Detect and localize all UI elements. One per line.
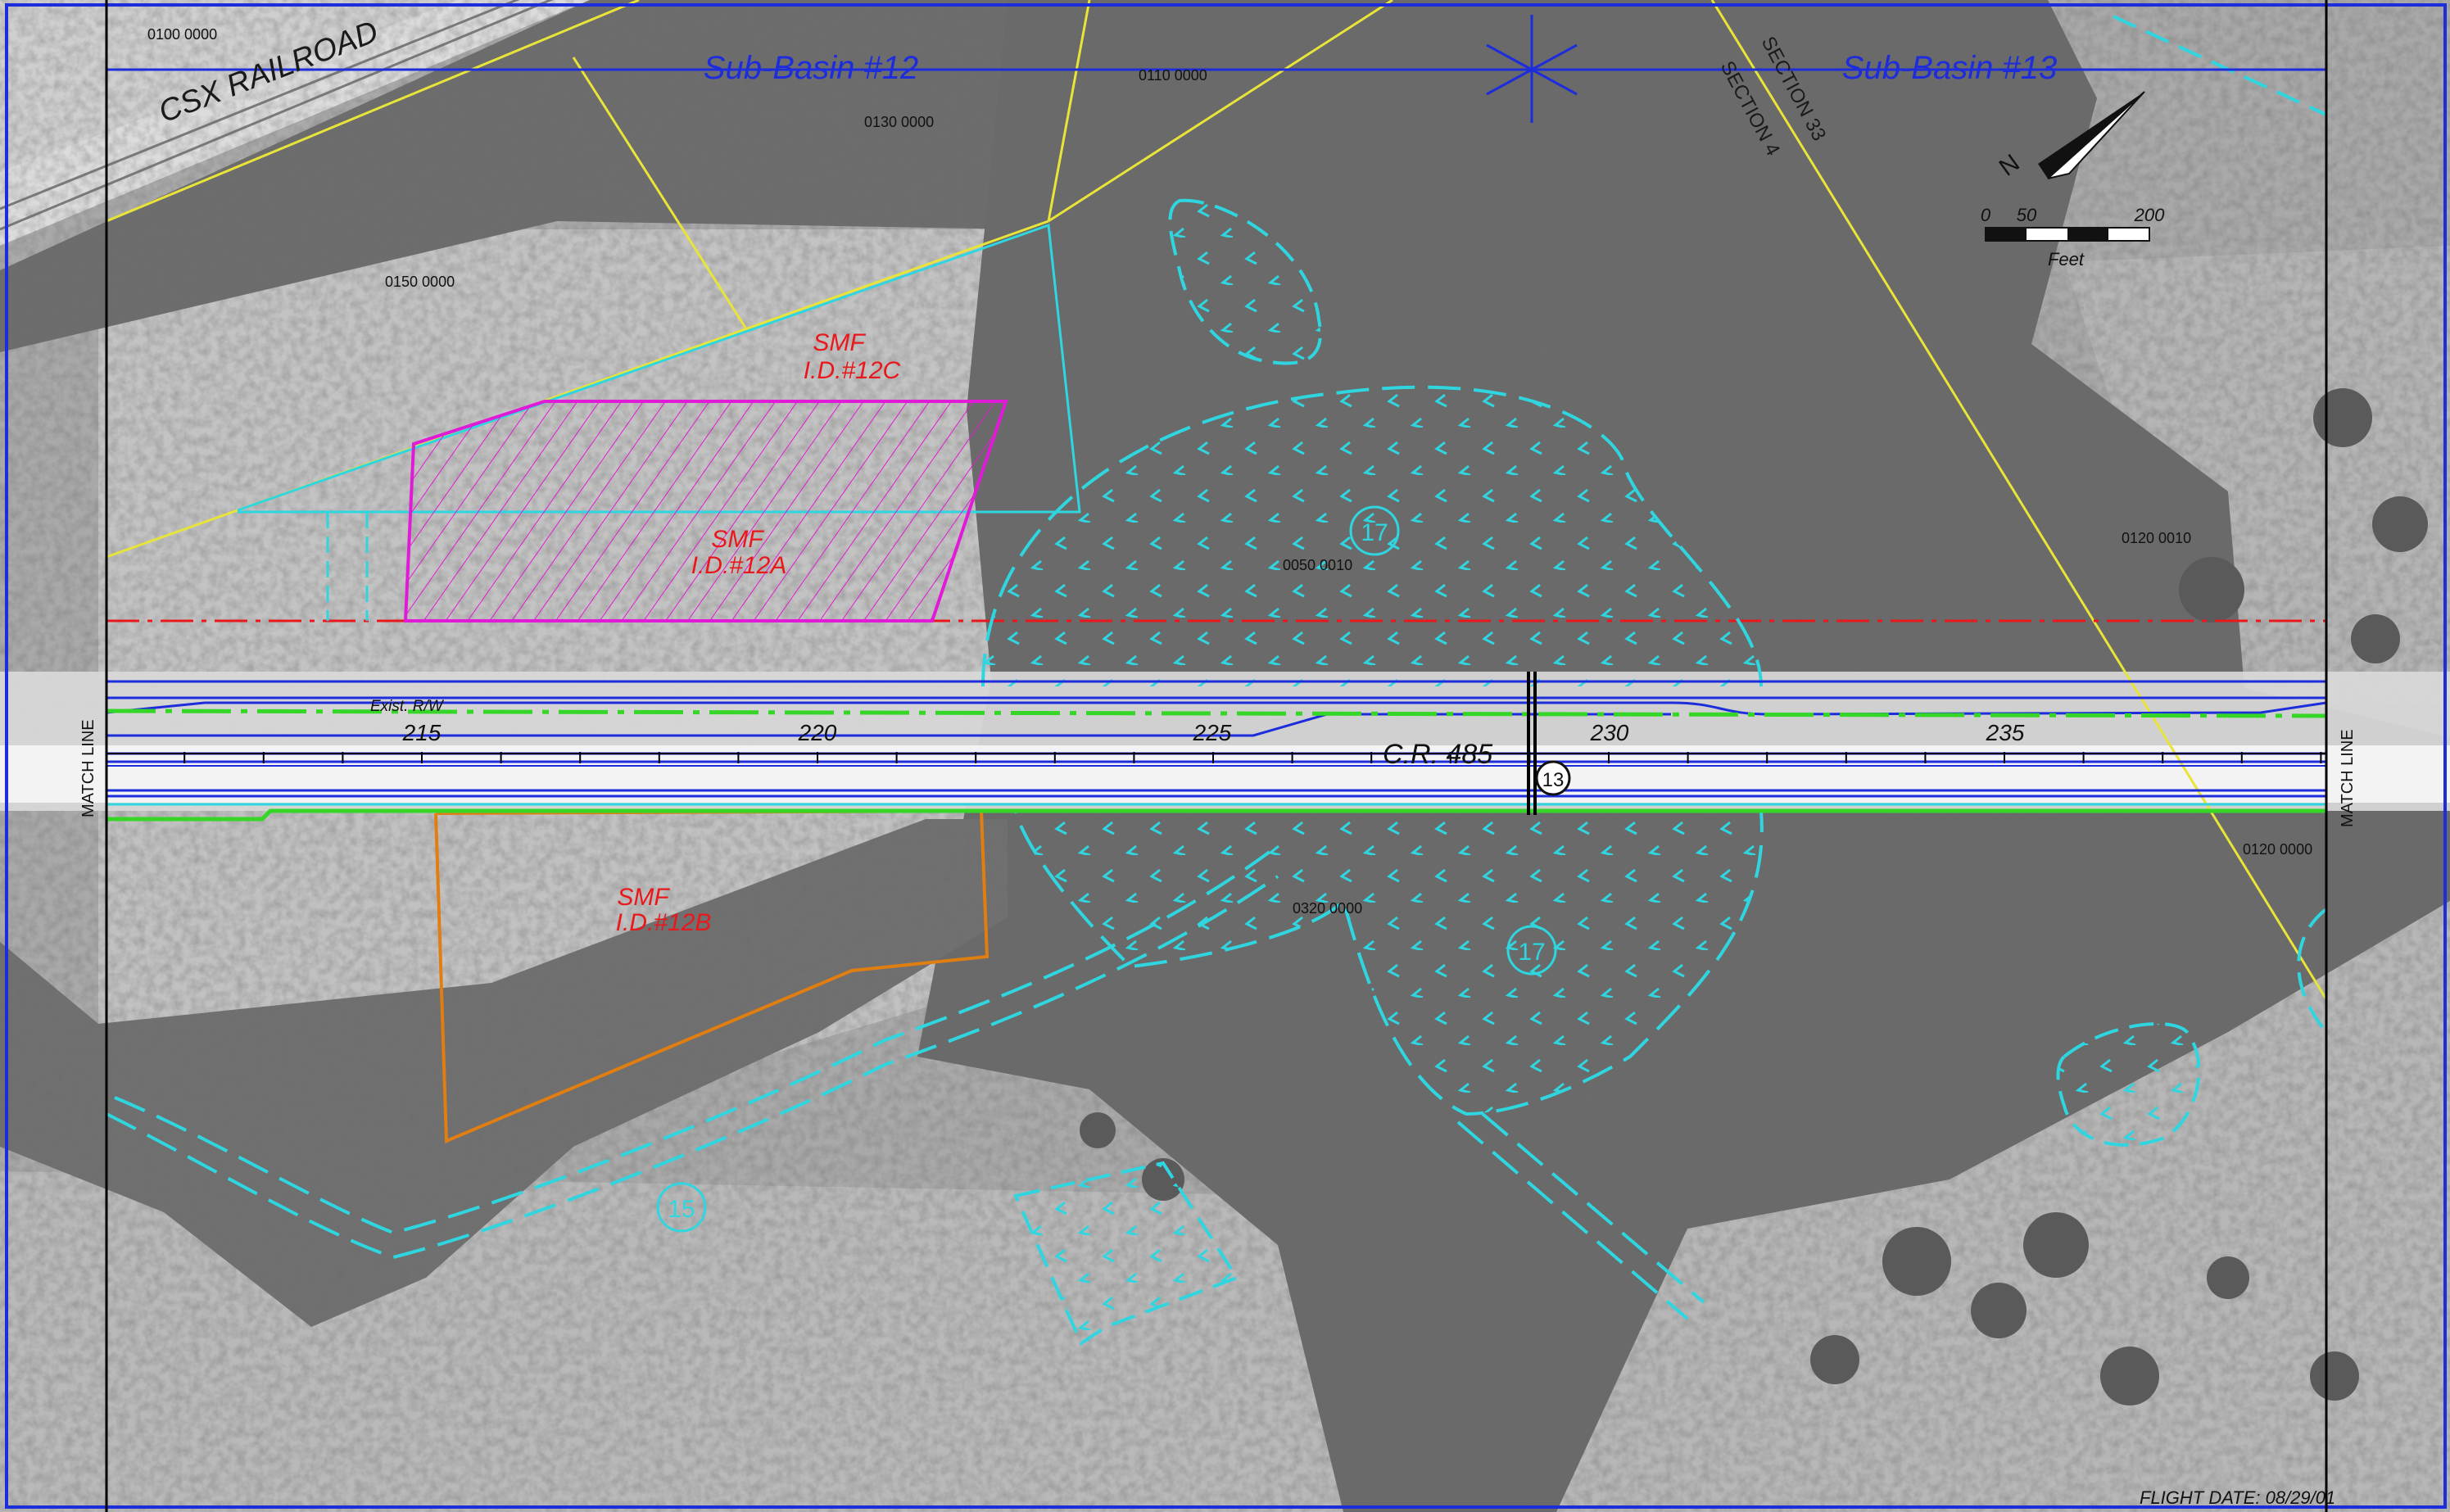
smf-12a-id: I.D.#12A xyxy=(691,552,787,579)
sheet-frame xyxy=(5,3,2447,1509)
scale-tick-200: 200 xyxy=(2134,205,2165,225)
smf-12c-id: I.D.#12C xyxy=(804,357,901,384)
wetland-south xyxy=(1013,809,1764,1116)
scattered-trees xyxy=(1080,388,2428,1406)
marker-13: 13 xyxy=(1535,760,1571,796)
exist-rw-label: Exist. R/W xyxy=(370,698,445,715)
marker-17-north-label: 17 xyxy=(1361,519,1388,546)
flight-date-label: FLIGHT DATE: 08/29/01 xyxy=(2140,1487,2335,1508)
parcel-0320-0000: 0320 0000 xyxy=(1293,900,1362,917)
match-line-label-right: MATCH LINE xyxy=(2339,729,2357,827)
station-225: 225 xyxy=(1193,720,1232,745)
parcel-0110-0000: 0110 0000 xyxy=(1139,67,1207,84)
parcel-0100-0000: 0100 0000 xyxy=(147,26,217,43)
basin-lines xyxy=(106,68,2327,798)
sub-basin-13-label: Sub-Basin #13 xyxy=(1842,50,2057,86)
road-pavement xyxy=(0,745,2450,803)
smf-12a-area xyxy=(403,400,1008,622)
scale-tick-0: 0 xyxy=(1981,205,1991,225)
parcel-0050-0010: 0050 0010 xyxy=(1283,557,1352,573)
scale-bar: 0 50 200 Feet xyxy=(1981,205,2165,269)
sub-basin-12-label: Sub-Basin #12 xyxy=(704,50,918,86)
ditch-15-a xyxy=(106,875,1279,1260)
wetland-edge-east xyxy=(2297,908,2328,1034)
marker-13-label: 13 xyxy=(1542,769,1565,791)
station-230: 230 xyxy=(1590,720,1629,745)
smf-12b-id: I.D.#12B xyxy=(616,909,712,936)
wetland-small-south xyxy=(1013,1161,1240,1346)
parcel-0130-0000: 0130 0000 xyxy=(864,114,934,130)
marker-15: 15 xyxy=(656,1182,707,1233)
station-220: 220 xyxy=(798,720,837,745)
marker-15-label: 15 xyxy=(668,1196,695,1223)
basin-divide-star xyxy=(1486,15,1578,123)
road-name-label: C.R. 485 xyxy=(1383,739,1492,770)
wetland-zones xyxy=(106,15,2328,1346)
marker-17-north: 17 xyxy=(1349,505,1400,556)
wetland-small-north xyxy=(1168,198,1322,365)
north-arrow: N xyxy=(1995,91,2145,182)
smf-12c-name: SMF xyxy=(813,329,866,356)
station-215: 215 xyxy=(402,720,442,745)
parcel-0120-0000: 0120 0000 xyxy=(2243,841,2312,858)
smf-12a-name: SMF xyxy=(711,526,764,553)
culvert-13 xyxy=(1527,672,1537,815)
wetland-north xyxy=(981,385,1763,687)
scale-unit: Feet xyxy=(2048,249,2085,269)
parcel-0150-0000: 0150 0000 xyxy=(385,274,455,290)
smf-12b-name: SMF xyxy=(617,884,670,911)
right-of-way-lines xyxy=(106,708,2327,822)
station-ticks xyxy=(106,753,2326,767)
ditch-se-b xyxy=(1481,1112,1705,1304)
ditch-se-a xyxy=(1456,1120,1689,1320)
marker-17-south-label: 17 xyxy=(1518,939,1545,966)
parcel-0120-0010: 0120 0010 xyxy=(2122,530,2191,546)
wetland-edge-northeast xyxy=(2113,15,2327,116)
ditch-15-b xyxy=(114,850,1271,1235)
station-235: 235 xyxy=(1986,720,2025,745)
wetland-small-east xyxy=(2056,1022,2201,1147)
marker-17-south: 17 xyxy=(1506,925,1557,976)
match-line-label-left: MATCH LINE xyxy=(79,719,97,817)
scale-tick-50: 50 xyxy=(2017,205,2037,225)
